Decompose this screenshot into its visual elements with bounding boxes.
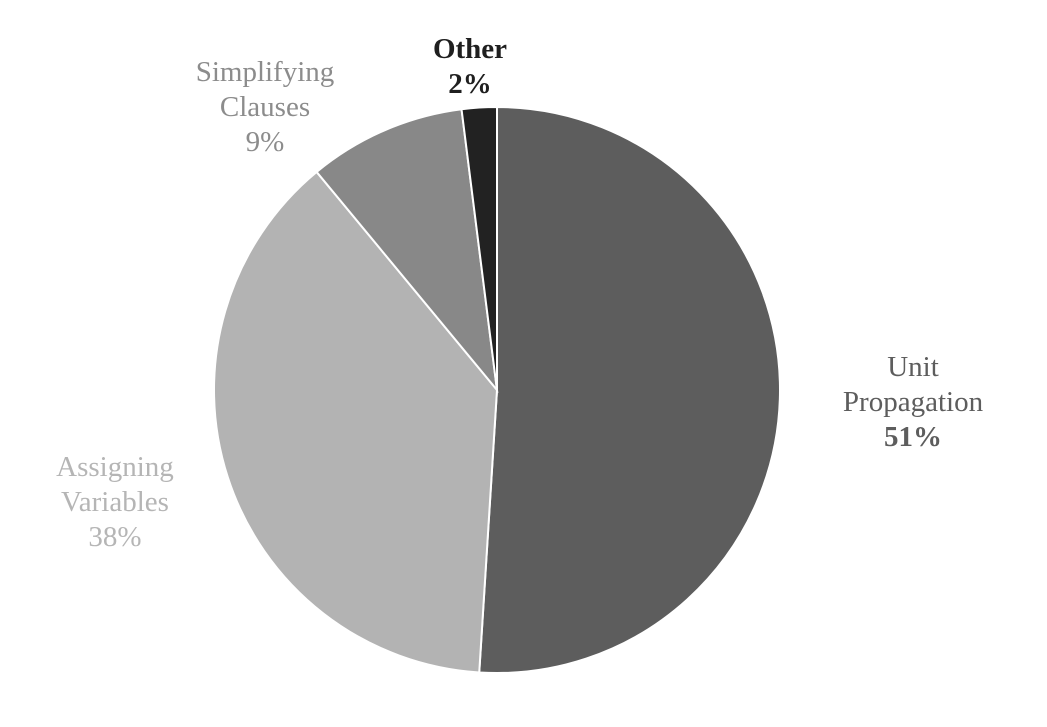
slice-label-line: Simplifying — [195, 56, 335, 88]
pie-slice-other — [460, 105, 498, 391]
slice-label-unit-propagation: Unit Propagation 51% — [808, 350, 1018, 455]
slice-label-line: Other — [432, 33, 508, 65]
slice-label-line: Unit — [887, 351, 939, 383]
slice-label-line: Clauses — [219, 91, 311, 123]
pie-slice-assigning-variables — [213, 170, 499, 674]
pie-slice-simplifying-clauses — [315, 108, 499, 394]
slice-label-line: Propagation — [842, 386, 984, 418]
slice-label-other: Other 2% — [410, 32, 530, 102]
slice-label-line: Assigning — [56, 451, 174, 483]
slice-percent: 38% — [88, 521, 142, 553]
slice-label-line: Variables — [61, 486, 169, 518]
slice-percent: 9% — [245, 126, 285, 158]
slice-label-assigning-variables: Assigning Variables 38% — [20, 450, 210, 555]
slice-label-simplifying-clauses: Simplifying Clauses 9% — [160, 55, 370, 160]
slice-percent: 2% — [448, 68, 492, 100]
pie-slice-unit-propagation — [478, 105, 781, 674]
slice-percent: 51% — [884, 421, 942, 453]
